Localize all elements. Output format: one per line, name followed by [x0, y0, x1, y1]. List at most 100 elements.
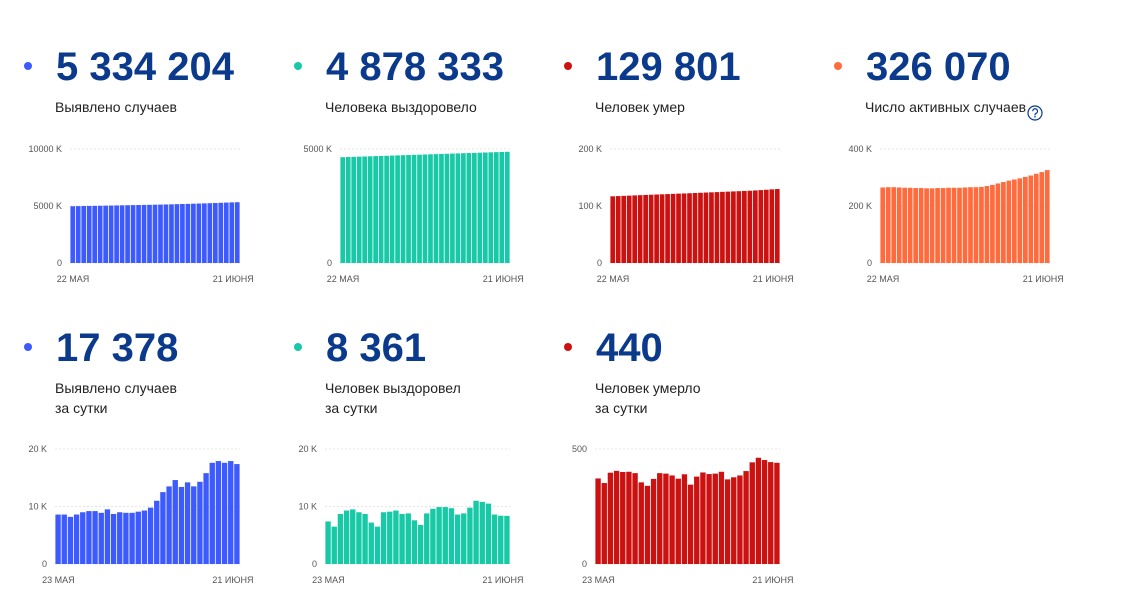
- bar: [374, 526, 381, 564]
- bar: [712, 473, 718, 564]
- bar: [356, 512, 362, 564]
- y-tick-label: 20 K: [298, 444, 317, 454]
- bar: [202, 203, 207, 263]
- bar: [687, 484, 694, 564]
- bar: [902, 187, 908, 263]
- bar: [681, 474, 688, 564]
- bar: [209, 462, 215, 564]
- bar: [103, 205, 108, 263]
- y-tick-label: 200 K: [578, 144, 602, 154]
- y-tick-label: 100 K: [578, 201, 602, 211]
- y-tick-label: 10000 K: [28, 144, 62, 154]
- bar: [665, 194, 670, 263]
- bar: [454, 514, 461, 564]
- metric-label: за сутки: [55, 400, 107, 416]
- bar: [700, 472, 706, 564]
- x-tick-label: 23 МАЯ: [312, 575, 345, 585]
- bar: [620, 472, 626, 564]
- bar: [498, 515, 504, 564]
- x-tick-label: 21 ИЮНЯ: [213, 274, 254, 284]
- bar: [444, 153, 450, 263]
- bar: [632, 195, 638, 263]
- bar: [378, 155, 384, 263]
- bar: [482, 152, 488, 263]
- bar: [709, 192, 714, 263]
- bar: [362, 156, 368, 263]
- bar: [424, 513, 430, 564]
- status-dot: [294, 343, 302, 351]
- help-icon[interactable]: [1027, 105, 1043, 121]
- bar: [995, 183, 1001, 263]
- bar: [67, 516, 74, 564]
- bar: [104, 509, 111, 564]
- bar: [430, 508, 436, 564]
- status-dot: [24, 343, 32, 351]
- bar: [752, 190, 758, 263]
- y-tick-label: 500: [572, 444, 587, 454]
- bar: [654, 194, 659, 263]
- bar: [70, 206, 76, 263]
- bar: [769, 189, 775, 263]
- bar: [493, 152, 499, 263]
- bar: [180, 204, 185, 263]
- bar: [595, 478, 601, 564]
- bar: [479, 501, 485, 564]
- bar: [659, 194, 665, 263]
- bar: [129, 512, 135, 564]
- bar: [80, 512, 86, 564]
- bar: [714, 192, 720, 263]
- x-tick-label: 21 ИЮНЯ: [483, 274, 524, 284]
- bar: [698, 192, 703, 263]
- bar: [400, 155, 406, 263]
- y-tick-label: 0: [867, 258, 872, 268]
- bar: [973, 187, 979, 263]
- bar: [968, 187, 973, 263]
- metric-label: Человек выздоровел: [325, 380, 461, 396]
- bar: [461, 513, 467, 564]
- bar: [174, 204, 180, 263]
- bar: [166, 486, 172, 564]
- bar: [439, 153, 444, 263]
- bar: [607, 472, 614, 564]
- metric-label: Человека выздоровело: [325, 99, 477, 115]
- x-tick-label: 22 МАЯ: [867, 274, 900, 284]
- bar: [223, 202, 229, 263]
- bar: [411, 154, 417, 263]
- bar: [191, 486, 197, 564]
- bar: [768, 462, 774, 564]
- x-tick-label: 21 ИЮНЯ: [752, 575, 793, 585]
- bar: [108, 205, 114, 263]
- bar: [448, 508, 455, 564]
- bar: [212, 202, 218, 263]
- bar: [387, 511, 393, 564]
- bar: [670, 193, 676, 263]
- bar: [1012, 179, 1017, 263]
- y-tick-label: 400 K: [848, 144, 872, 154]
- metric-label: Выявлено случаев: [55, 380, 177, 396]
- status-dot: [294, 62, 302, 70]
- bar: [184, 482, 191, 564]
- bar: [380, 512, 387, 564]
- y-tick-label: 5000 K: [303, 144, 332, 154]
- y-tick-label: 0: [312, 559, 317, 569]
- bar: [160, 492, 166, 564]
- bar: [221, 462, 228, 564]
- bar: [747, 190, 753, 263]
- bar: [638, 482, 644, 564]
- bar: [191, 203, 196, 263]
- bar: [185, 203, 191, 263]
- bar: [743, 471, 749, 564]
- y-tick-label: 10 K: [298, 502, 317, 512]
- bar: [373, 156, 378, 263]
- bar: [158, 204, 163, 263]
- bar: [356, 156, 362, 263]
- bar: [1001, 182, 1006, 263]
- x-tick-label: 21 ИЮНЯ: [753, 274, 794, 284]
- bar: [731, 477, 737, 564]
- bar: [203, 473, 209, 564]
- bar: [147, 204, 152, 263]
- bar: [990, 184, 995, 263]
- bar: [731, 191, 736, 263]
- bar: [896, 187, 902, 263]
